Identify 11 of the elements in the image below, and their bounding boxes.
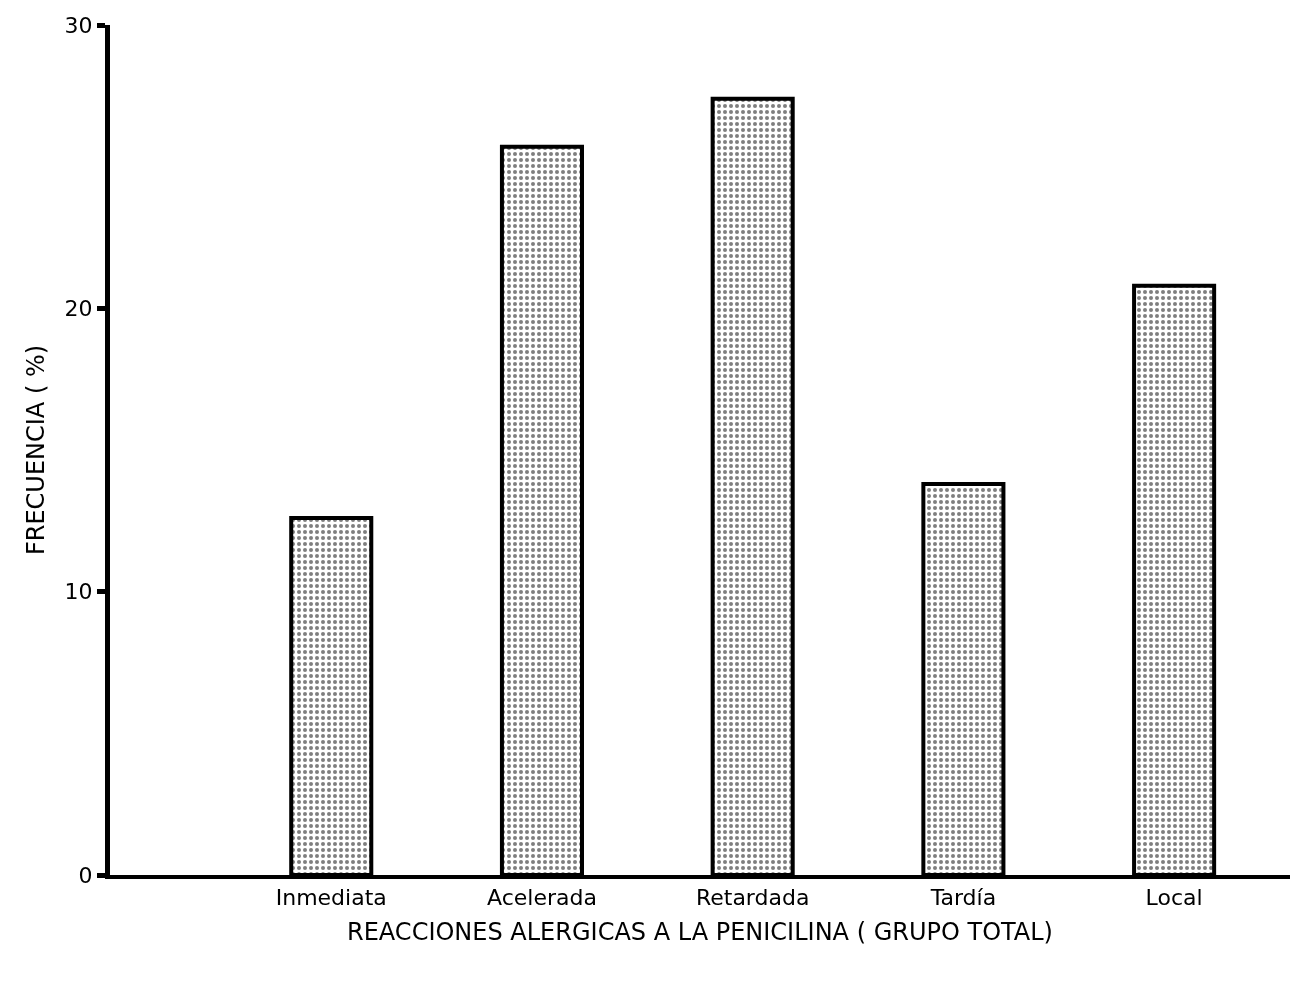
x-axis-title: REACCIONES ALERGICAS A LA PENICILINA ( GRUPO TOTAL): [347, 918, 1053, 947]
y-tick-label: 30: [64, 12, 93, 38]
x-tick-label: Local: [1145, 885, 1203, 911]
y-tick-label: 0: [78, 862, 93, 888]
y-tick-label: 10: [64, 579, 93, 605]
y-axis-title: FRECUENCIA ( %): [21, 344, 50, 556]
x-tick-label: Inmediata: [275, 885, 387, 911]
x-tick-label: Retardada: [695, 885, 810, 911]
x-tick-label: Acelerada: [487, 885, 597, 911]
y-tick-label: 20: [64, 296, 93, 322]
x-tick-label: Tardía: [929, 885, 997, 911]
